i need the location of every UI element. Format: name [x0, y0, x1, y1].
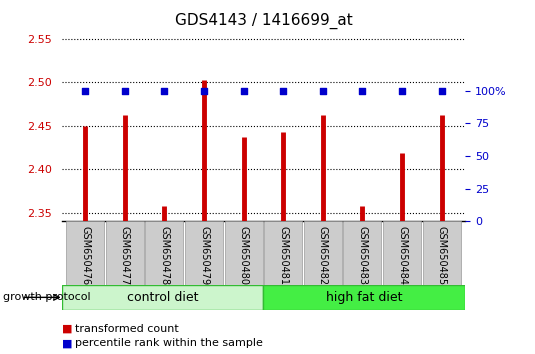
Text: control diet: control diet — [127, 291, 198, 304]
Text: GSM650479: GSM650479 — [199, 226, 209, 285]
Bar — [263, 285, 465, 310]
Point — [239, 88, 248, 94]
Point — [438, 88, 446, 94]
Point — [81, 88, 89, 94]
Bar — [343, 221, 381, 285]
Point — [358, 88, 367, 94]
Bar — [185, 221, 223, 285]
Title: GDS4143 / 1416699_at: GDS4143 / 1416699_at — [174, 12, 353, 29]
Point — [120, 88, 129, 94]
Bar — [423, 221, 461, 285]
Point — [160, 88, 169, 94]
Text: ■: ■ — [62, 338, 72, 348]
Text: growth protocol: growth protocol — [3, 292, 90, 302]
Text: GSM650483: GSM650483 — [357, 226, 368, 285]
Text: ■: ■ — [62, 324, 72, 333]
Bar — [304, 221, 342, 285]
Point — [398, 88, 407, 94]
Bar — [146, 221, 184, 285]
Text: transformed count: transformed count — [75, 324, 179, 333]
Bar — [383, 221, 421, 285]
Text: GSM650481: GSM650481 — [278, 226, 288, 285]
Text: GSM650476: GSM650476 — [80, 226, 90, 285]
Text: GSM650485: GSM650485 — [437, 226, 447, 285]
Text: percentile rank within the sample: percentile rank within the sample — [75, 338, 263, 348]
Text: high fat diet: high fat diet — [326, 291, 403, 304]
Text: GSM650482: GSM650482 — [318, 226, 328, 285]
Text: GSM650480: GSM650480 — [239, 226, 249, 285]
Text: GSM650477: GSM650477 — [120, 226, 130, 286]
Bar — [106, 221, 144, 285]
Point — [279, 88, 288, 94]
Text: GSM650478: GSM650478 — [159, 226, 170, 285]
Point — [200, 88, 208, 94]
Bar — [225, 221, 263, 285]
Bar — [66, 221, 104, 285]
Point — [319, 88, 327, 94]
Bar — [62, 285, 263, 310]
Text: GSM650484: GSM650484 — [397, 226, 407, 285]
Bar — [264, 221, 302, 285]
